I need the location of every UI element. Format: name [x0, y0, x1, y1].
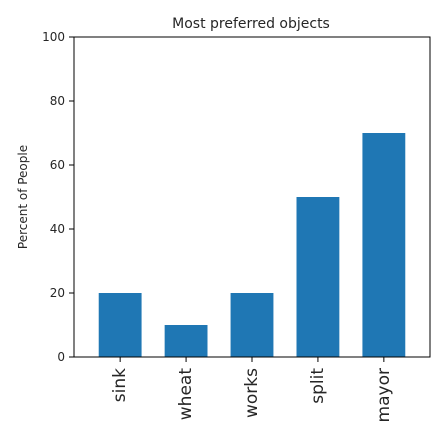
- bar-works: [230, 293, 274, 357]
- x-tick-label-mayor: mayor: [374, 368, 394, 422]
- bars-group: [98, 133, 406, 357]
- bar-sink: [98, 293, 142, 357]
- y-tick-label: 60: [50, 158, 65, 172]
- y-tick-label: 100: [42, 30, 65, 44]
- y-tick-label: 0: [57, 350, 65, 364]
- y-tick-label: 20: [50, 286, 65, 300]
- bar-split: [296, 197, 340, 357]
- x-tick-label-sink: sink: [110, 368, 130, 402]
- y-axis-label: Percent of People: [16, 145, 30, 249]
- y-tick-label: 80: [50, 94, 65, 108]
- x-tick-label-split: split: [308, 368, 328, 404]
- plot-frame: [73, 36, 431, 358]
- bar-mayor: [362, 133, 406, 357]
- bar-wheat: [164, 325, 208, 357]
- x-tick-label-works: works: [242, 368, 262, 418]
- y-tick-label: 40: [50, 222, 65, 236]
- y-axis: 0 20 40 60 80 100: [42, 30, 74, 364]
- x-axis: sink wheat works split mayor: [110, 357, 394, 422]
- chart-title: Most preferred objects: [172, 16, 330, 32]
- x-tick-label-wheat: wheat: [176, 368, 196, 421]
